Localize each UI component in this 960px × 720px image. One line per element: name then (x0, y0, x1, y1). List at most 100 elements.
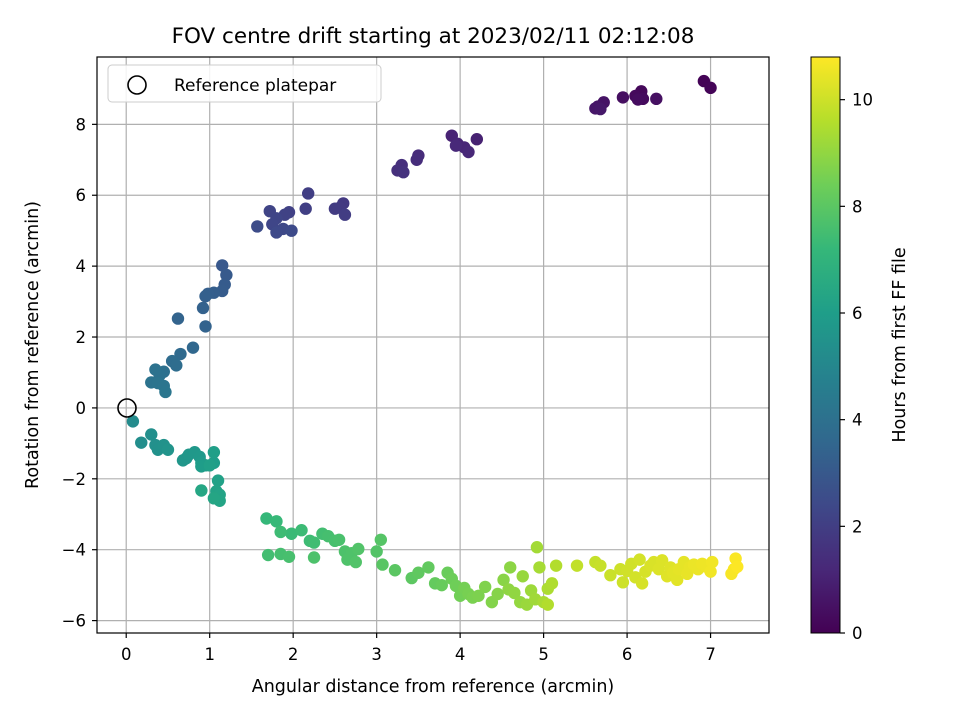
legend: Reference platepar (107, 64, 382, 103)
data-point (216, 259, 229, 272)
data-point (570, 559, 584, 572)
data-point (211, 474, 225, 487)
data-point (352, 542, 365, 556)
data-point (470, 133, 484, 146)
data-point (633, 553, 646, 566)
data-point (261, 548, 275, 562)
data-point (704, 81, 717, 95)
data-point (285, 224, 298, 237)
y-axis-label: Rotation from reference (arcmin) (23, 201, 43, 489)
data-point (462, 145, 475, 159)
data-point (220, 268, 233, 282)
data-point (631, 93, 645, 106)
data-point (260, 512, 273, 525)
y-tick-label: 4 (76, 257, 87, 276)
data-point (135, 436, 148, 449)
data-point (616, 91, 630, 104)
data-point (435, 578, 448, 592)
colorbar-tick-label: 8 (852, 197, 863, 216)
data-point (594, 102, 607, 116)
data-point (270, 226, 283, 239)
data-point (174, 347, 187, 361)
y-tick-label: 2 (76, 328, 87, 347)
data-point (338, 208, 352, 221)
data-point (397, 166, 410, 179)
chart-title: FOV centre drift starting at 2023/02/11 … (172, 24, 695, 49)
x-tick-label: 7 (705, 645, 716, 664)
data-point (376, 558, 389, 571)
data-point (706, 555, 719, 569)
data-point (203, 459, 216, 472)
data-point (199, 290, 212, 303)
data-point (374, 533, 388, 546)
x-tick-label: 2 (288, 645, 299, 664)
data-point (196, 301, 210, 315)
data-point (270, 515, 283, 528)
data-point (349, 555, 362, 569)
data-point (274, 525, 287, 539)
data-point (307, 551, 321, 564)
colorbar-tick-label: 10 (852, 91, 873, 110)
data-point (541, 598, 554, 611)
y-tick-label: −4 (62, 541, 86, 560)
data-point (302, 187, 315, 200)
data-point (478, 580, 492, 594)
data-point (370, 545, 383, 558)
legend-open-circle-icon (127, 75, 147, 95)
data-point (171, 312, 185, 325)
x-tick-label: 3 (371, 645, 382, 664)
data-point (186, 341, 200, 354)
colorbar-ticks: 0 2 4 6 8 10 (840, 91, 873, 643)
data-point (491, 587, 504, 601)
data-point (731, 560, 744, 573)
grid-lines (97, 57, 769, 633)
data-point (282, 550, 296, 563)
data-point (159, 385, 172, 399)
y-tick-label: 0 (76, 399, 87, 418)
data-point (412, 566, 425, 579)
x-tick-label: 4 (455, 645, 466, 664)
data-point (594, 559, 607, 572)
data-point (670, 573, 684, 587)
data-point (149, 363, 162, 376)
x-tick-label: 5 (538, 645, 549, 664)
data-point (251, 220, 264, 233)
x-axis-ticks: 0 1 2 3 4 5 6 7 (121, 633, 716, 664)
data-point (388, 564, 402, 577)
data-point (285, 527, 298, 540)
y-tick-label: 6 (76, 186, 87, 205)
plot-frame (96, 56, 770, 634)
data-points (126, 74, 744, 611)
data-point (195, 484, 208, 497)
data-point (545, 577, 559, 590)
data-point (207, 492, 221, 505)
colorbar-label: Hours from first FF file (890, 247, 910, 442)
data-point (508, 586, 521, 600)
data-point (307, 536, 321, 549)
data-point (549, 559, 563, 572)
legend-label: Reference platepar (174, 76, 336, 96)
y-tick-label: −6 (62, 612, 86, 631)
y-tick-label: 8 (76, 115, 87, 134)
data-point (422, 561, 435, 574)
colorbar (810, 56, 841, 634)
data-point (410, 153, 423, 166)
data-point (616, 576, 630, 589)
data-point (449, 139, 463, 152)
data-point (199, 320, 212, 333)
data-point (170, 359, 183, 372)
data-point (655, 554, 669, 567)
colorbar-tick-label: 2 (852, 517, 863, 536)
data-point (161, 443, 175, 456)
data-point (328, 202, 342, 215)
data-point (604, 569, 617, 582)
reference-platepar-marker (117, 398, 137, 418)
legend-box (107, 64, 382, 103)
data-point (635, 577, 649, 590)
y-tick-label: −2 (62, 470, 86, 489)
x-axis-label: Angular distance from reference (arcmin) (252, 677, 615, 697)
data-point (472, 589, 485, 602)
data-point (145, 428, 158, 441)
x-tick-label: 6 (622, 645, 633, 664)
